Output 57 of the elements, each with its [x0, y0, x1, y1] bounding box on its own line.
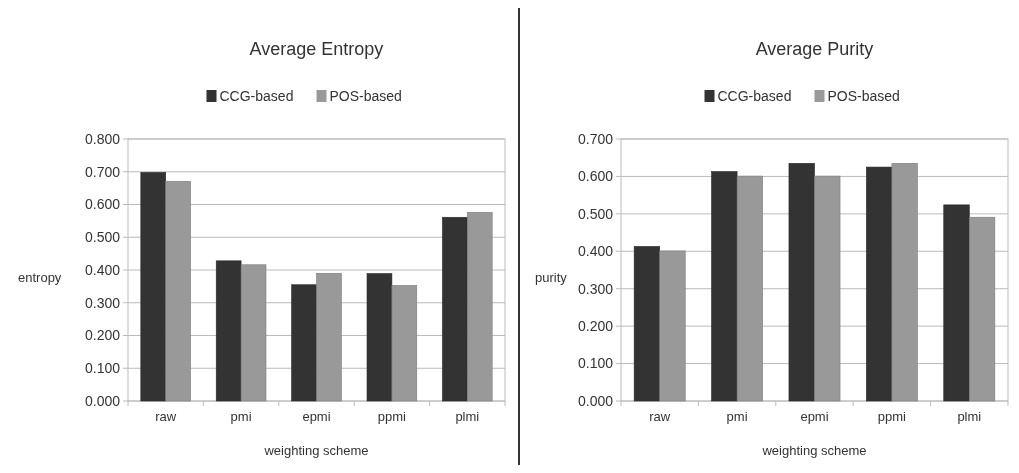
bar [366, 273, 393, 402]
y-tick-label: 0.200 [577, 318, 614, 335]
bar [391, 285, 418, 402]
bar [659, 250, 686, 402]
x-tick-label: ppmi [377, 409, 407, 424]
y-tick-label: 0.100 [84, 360, 121, 377]
legend-label: POS-based [329, 88, 402, 104]
y-tick-label: 0.400 [84, 261, 121, 278]
y-tick-label: 0.800 [84, 130, 121, 147]
x-tick-label: raw [155, 409, 177, 424]
bar [240, 264, 267, 402]
x-tick-label: plmi [957, 409, 982, 424]
y-tick-label: 0.600 [577, 168, 614, 185]
x-axis-title: weighting scheme [263, 443, 369, 458]
bar [943, 204, 970, 402]
bar [442, 216, 468, 402]
bar [866, 166, 893, 402]
bar [165, 180, 191, 402]
bar [291, 284, 317, 402]
y-tick-label: 0.700 [577, 130, 614, 147]
x-tick-label: epmi [800, 409, 829, 424]
bar [316, 272, 342, 402]
legend-label: CCG-based [219, 88, 294, 104]
legend-label: POS-based [827, 88, 900, 104]
y-tick-label: 0.400 [577, 243, 614, 260]
y-axis-title: entropy [18, 270, 62, 285]
x-tick-label: pmi [230, 409, 252, 424]
x-tick-label: raw [649, 409, 671, 424]
legend-label: CCG-based [717, 88, 792, 104]
bar [788, 163, 815, 402]
y-tick-label: 0.000 [84, 392, 121, 409]
bar [736, 175, 763, 402]
y-tick-label: 0.000 [577, 392, 614, 409]
x-tick-label: epmi [302, 409, 331, 424]
x-tick-label: ppmi [877, 409, 907, 424]
bar [969, 216, 996, 402]
chart-title: Average Entropy [249, 39, 384, 59]
x-axis-title: weighting scheme [761, 443, 867, 458]
bar [467, 212, 493, 402]
y-tick-label: 0.700 [84, 163, 121, 180]
y-tick-label: 0.200 [84, 327, 121, 344]
bar [215, 260, 242, 402]
bar [711, 171, 738, 402]
chart-title: Average Purity [755, 39, 874, 59]
y-axis-title: purity [535, 270, 568, 285]
y-tick-label: 0.100 [577, 355, 614, 372]
x-tick-label: plmi [455, 409, 480, 424]
y-tick-label: 0.500 [577, 205, 614, 222]
bar [891, 163, 918, 402]
y-tick-label: 0.300 [577, 280, 614, 297]
y-tick-label: 0.500 [84, 229, 121, 246]
y-tick-label: 0.600 [84, 196, 121, 213]
x-tick-label: pmi [726, 409, 748, 424]
bar [633, 246, 660, 402]
y-tick-label: 0.300 [84, 294, 121, 311]
bar [140, 172, 166, 402]
bar [814, 175, 841, 402]
